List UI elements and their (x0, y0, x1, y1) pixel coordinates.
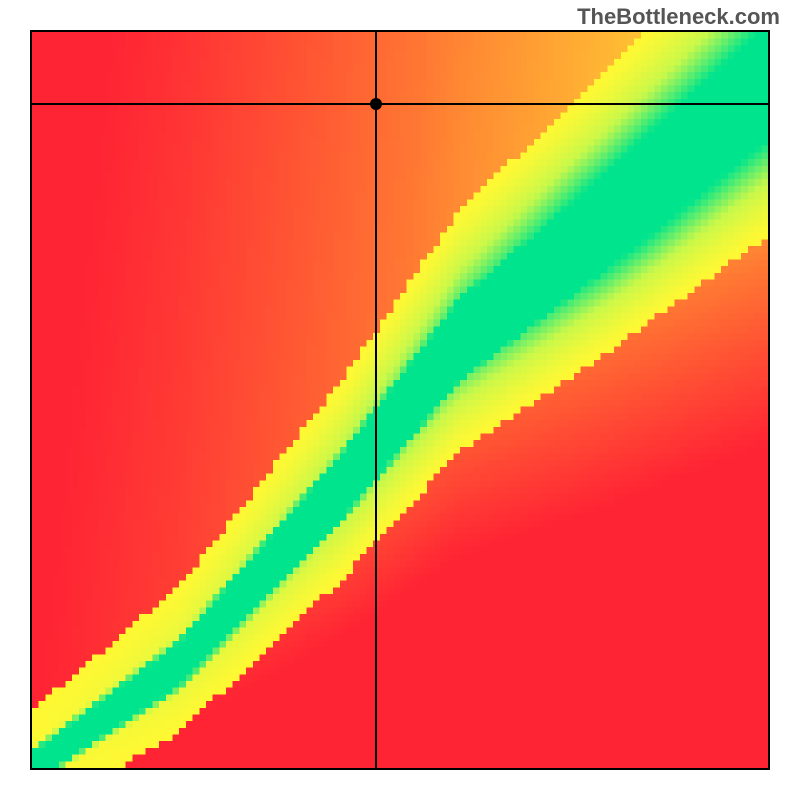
crosshair-marker (370, 98, 382, 110)
heatmap-canvas (32, 32, 768, 768)
watermark-text: TheBottleneck.com (577, 4, 780, 30)
crosshair-vertical (375, 32, 377, 768)
heatmap-plot (30, 30, 770, 770)
crosshair-horizontal (32, 103, 768, 105)
